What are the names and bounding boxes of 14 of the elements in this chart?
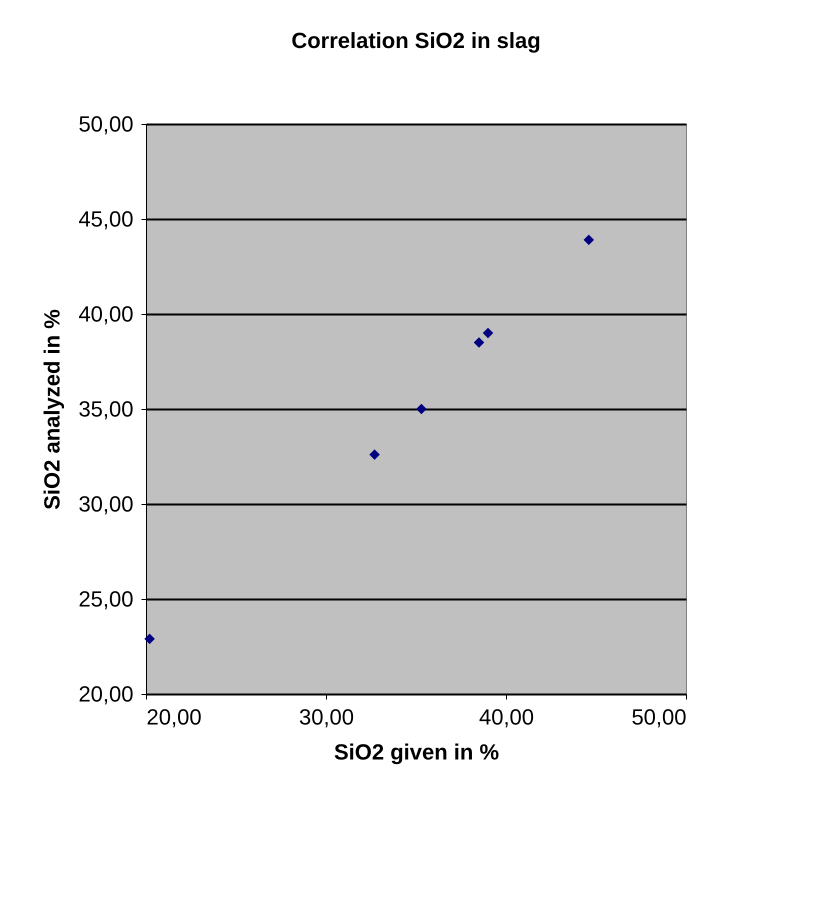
chart-title: Correlation SiO2 in slag (291, 28, 541, 53)
y-tick-label: 25,00 (78, 586, 134, 612)
y-tick-label: 50,00 (78, 112, 134, 136)
y-axis-title: SiO2 analyzed in % (39, 309, 64, 510)
x-axis-title: SiO2 given in % (334, 740, 500, 764)
x-tick-label: 50,00 (631, 704, 686, 730)
y-tick-label: 40,00 (78, 302, 134, 326)
y-tick-label: 45,00 (78, 206, 134, 232)
x-tick-label: 40,00 (478, 704, 534, 730)
y-tick-label: 20,00 (78, 682, 134, 706)
y-tick-label: 35,00 (78, 396, 134, 422)
x-tick-label: 30,00 (298, 704, 354, 730)
x-tick-label: 20,00 (146, 704, 202, 730)
y-tick-label: 30,00 (78, 492, 134, 516)
